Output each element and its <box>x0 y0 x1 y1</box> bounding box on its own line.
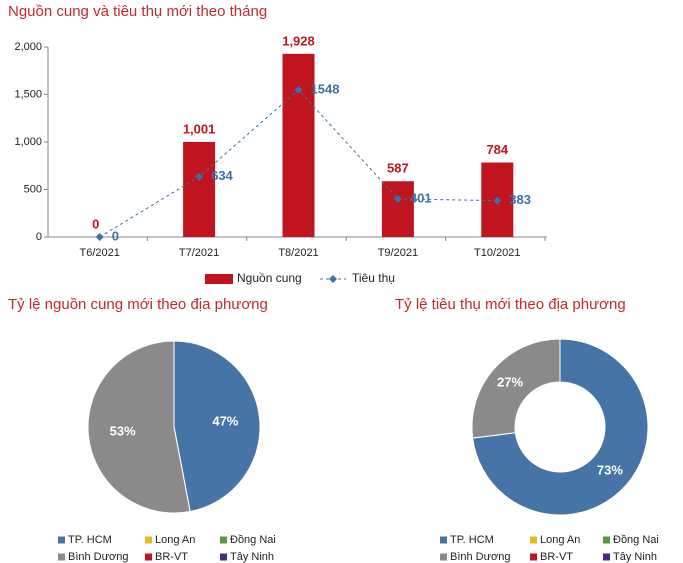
y-tick-label: 1,500 <box>14 88 42 100</box>
slice <box>471 338 561 439</box>
value-label: 383 <box>509 192 531 207</box>
value-label: 73% <box>597 462 623 477</box>
chart-title: Tỷ lệ nguồn cung mới theo địa phương <box>8 296 268 313</box>
x-tick-label: T9/2021 <box>378 247 418 259</box>
chart-title: Tỷ lệ tiêu thụ mới theo địa phương <box>395 296 626 313</box>
legend-label: Đồng Nai <box>230 534 276 546</box>
line-marker <box>294 85 303 94</box>
line-marker <box>393 194 402 203</box>
bar <box>282 53 315 238</box>
legend-swatch <box>58 536 65 544</box>
legend-label: Tây Ninh <box>613 551 657 563</box>
legend-label: TP. HCM <box>68 534 112 546</box>
value-label: 1,928 <box>282 33 315 48</box>
value-label: 1,001 <box>183 121 216 136</box>
legend-label: Long An <box>540 534 580 546</box>
legend-label: Đồng Nai <box>613 534 659 546</box>
bar <box>183 141 216 237</box>
value-label: 0 <box>92 216 99 231</box>
value-label: 587 <box>387 161 409 176</box>
x-tick-label: T10/2021 <box>474 247 520 259</box>
legend-swatch <box>205 274 233 284</box>
line-marker <box>95 233 104 241</box>
value-label: 634 <box>211 168 233 183</box>
line-marker <box>195 172 204 181</box>
x-tick-label: T8/2021 <box>278 247 318 259</box>
legend-label: Tiêu thụ <box>352 271 395 285</box>
value-label: 784 <box>486 142 508 157</box>
legend-label: TP. HCM <box>450 534 494 546</box>
legend-label: Tây Ninh <box>230 551 274 563</box>
y-tick-label: 1,000 <box>14 136 42 148</box>
slice <box>87 340 191 514</box>
value-label: 53% <box>110 423 136 438</box>
slice <box>173 340 261 513</box>
value-label: 0 <box>112 228 119 243</box>
legend-label: BR-VT <box>155 551 188 563</box>
y-tick-label: 500 <box>24 183 42 195</box>
value-label: 27% <box>497 374 523 389</box>
legend-swatch <box>440 536 447 544</box>
y-tick-label: 0 <box>36 231 42 243</box>
legend-swatch <box>603 553 610 561</box>
legend-label: BR-VT <box>540 551 573 563</box>
legend-swatch <box>220 553 227 561</box>
y-tick-label: 2,000 <box>14 41 42 53</box>
slice <box>472 338 649 516</box>
line-marker <box>493 196 502 205</box>
value-label: 47% <box>212 414 238 429</box>
legend-swatch <box>530 536 537 544</box>
x-tick-label: T7/2021 <box>179 247 219 259</box>
legend-swatch <box>440 553 447 561</box>
legend-label: Bình Dương <box>450 551 510 563</box>
legend-label: Long An <box>155 534 195 546</box>
legend-swatch <box>603 536 610 544</box>
legend-label: Bình Dương <box>68 551 128 563</box>
value-label: 1548 <box>311 81 340 96</box>
legend-label: Nguồn cung <box>237 271 302 285</box>
legend-swatch <box>530 553 537 561</box>
bar <box>381 181 414 237</box>
legend-swatch <box>145 553 152 561</box>
x-tick-label: T6/2021 <box>80 247 120 259</box>
value-label: 401 <box>410 190 432 205</box>
chart-title: Nguồn cung và tiêu thụ mới theo tháng <box>8 3 267 20</box>
legend-marker <box>329 275 337 283</box>
legend-swatch <box>220 536 227 544</box>
legend-swatch <box>145 536 152 544</box>
legend-swatch <box>58 553 65 561</box>
